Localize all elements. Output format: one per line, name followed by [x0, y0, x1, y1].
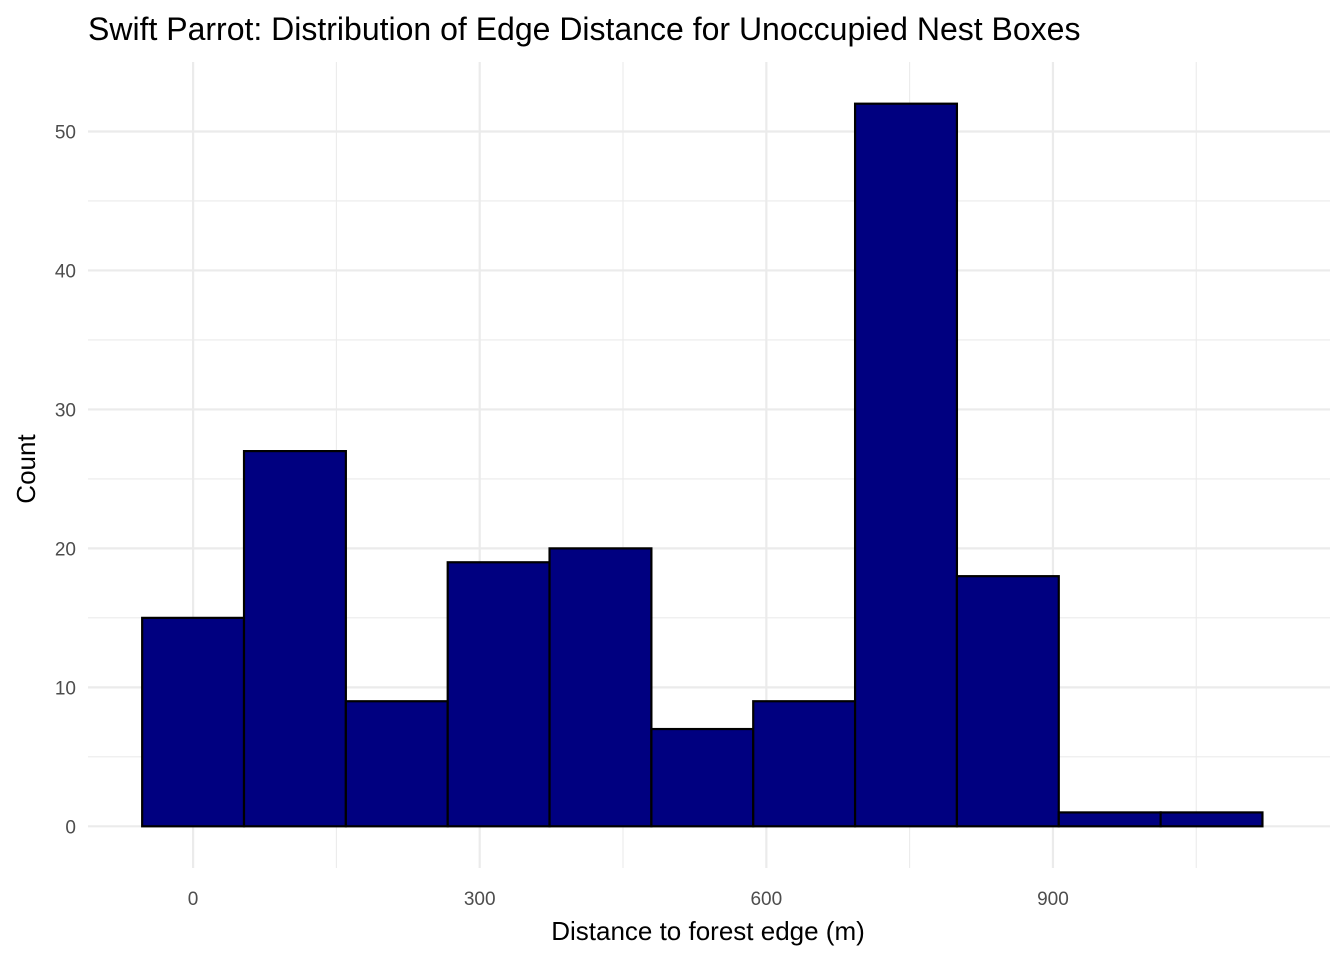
- histogram-bar: [752, 700, 857, 828]
- histogram-bar: [1057, 811, 1162, 828]
- x-axis-title: Distance to forest edge (m): [551, 916, 865, 946]
- histogram-bar: [853, 102, 959, 828]
- y-tick-label: 20: [55, 539, 76, 560]
- histogram-bar: [955, 575, 1060, 828]
- histogram-bar: [446, 561, 551, 828]
- histogram-bar: [344, 700, 449, 828]
- chart-title: Swift Parrot: Distribution of Edge Dista…: [88, 11, 1080, 47]
- x-axis-tick-labels: 0 300 600 900: [188, 889, 1069, 910]
- x-tick-label: 0: [188, 889, 199, 910]
- y-tick-label: 50: [55, 122, 76, 143]
- x-tick-label: 900: [1037, 889, 1069, 910]
- y-axis-tick-labels: 0 10 20 30 40 50: [55, 122, 76, 838]
- histogram-bar: [548, 547, 653, 828]
- y-tick-label: 30: [55, 400, 76, 421]
- histogram-bar: [1159, 811, 1264, 828]
- y-axis-title: Count: [11, 434, 41, 504]
- histogram-bars: [141, 102, 1264, 828]
- y-tick-label: 10: [55, 678, 76, 699]
- y-tick-label: 40: [55, 261, 76, 282]
- x-tick-label: 600: [750, 889, 782, 910]
- histogram-bar: [650, 727, 755, 828]
- histogram-bar: [141, 616, 246, 828]
- x-tick-label: 300: [464, 889, 496, 910]
- y-tick-label: 0: [65, 817, 76, 838]
- histogram-bar: [242, 450, 347, 828]
